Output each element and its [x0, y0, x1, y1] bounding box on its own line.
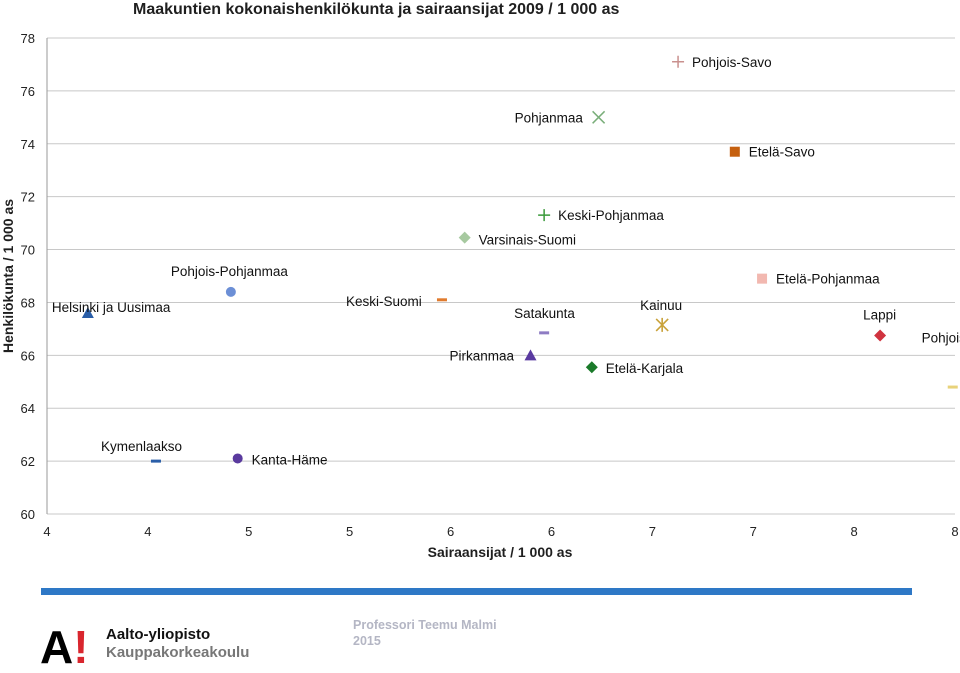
y-tick-label: 68: [21, 295, 35, 310]
point-label: Pohjois-Savo: [692, 55, 772, 70]
point-label: Helsinki ja Uusimaa: [52, 300, 171, 315]
logo-university-name: Aalto-yliopisto: [106, 626, 211, 643]
point-label: Kymenlaakso: [101, 439, 182, 454]
x-tick-label: 6: [548, 524, 555, 539]
data-point: Pohjois-Karjala: [922, 331, 960, 346]
x-tick-label: 4: [43, 524, 50, 539]
data-point: Pohjois-Pohjanmaa: [171, 264, 289, 297]
point-label: Keski-Pohjanmaa: [558, 208, 664, 223]
x-tick-label: 4: [144, 524, 151, 539]
point-label: Kanta-Häme: [252, 452, 328, 467]
point-marker-plus: [538, 209, 551, 222]
footer-credit: Professori Teemu Malmi 2015: [353, 617, 497, 649]
data-point: Kainuu: [640, 298, 682, 332]
point-label: Etelä-Karjala: [606, 361, 684, 376]
y-tick-label: 72: [21, 190, 35, 205]
data-point: Kanta-Häme: [232, 452, 328, 467]
data-point: Etelä-Savo: [729, 145, 815, 160]
accent-bar: [41, 588, 912, 595]
point-marker-asterisk: [655, 317, 669, 332]
point-marker-diamond: [585, 361, 598, 374]
x-axis-title: Sairaansijat / 1 000 as: [428, 544, 573, 560]
point-marker-dash: [539, 331, 550, 335]
scatter-chart: Maakuntien kokonaishenkilökunta ja saira…: [0, 1, 960, 560]
point-marker-dash: [436, 298, 447, 302]
data-point: Helsinki ja Uusimaa: [52, 300, 171, 319]
x-tick-labels: 4 4 5 5 6 6 7 7 8 8: [43, 524, 958, 539]
point-label: Etelä-Savo: [749, 145, 815, 160]
data-point: Pohjois-Savo: [672, 55, 772, 70]
logo-school-name: Kauppakorkeakoulu: [106, 644, 250, 661]
point-marker-x: [592, 110, 606, 124]
point-marker-diamond: [458, 231, 471, 244]
data-point: Lappi: [863, 308, 896, 342]
grid-lines: [46, 37, 955, 515]
point-label: Lappi: [863, 308, 896, 323]
point-label: Pohjois-Pohjanmaa: [171, 264, 289, 279]
y-axis-title: Henkilökunta / 1 000 as: [0, 199, 16, 353]
point-label: Keski-Suomi: [346, 294, 422, 309]
x-tick-label: 8: [951, 524, 958, 539]
point-marker-dash: [150, 459, 161, 463]
data-point: Pirkanmaa: [450, 348, 537, 363]
data-point: Kymenlaakso: [101, 439, 182, 463]
point-marker-square: [757, 273, 768, 284]
point-label: Pirkanmaa: [450, 348, 515, 363]
point-label: Kainuu: [640, 298, 682, 313]
point-marker-circle: [232, 453, 243, 464]
data-point: Pohjanmaa: [515, 110, 606, 125]
x-tick-label: 8: [850, 524, 857, 539]
point-marker-triangle: [524, 349, 537, 361]
y-tick-labels: 60 62 64 66 68 70 72 74 76 78: [21, 31, 35, 522]
data-point: Etelä-Karjala: [585, 361, 684, 376]
chart-title: Maakuntien kokonaishenkilökunta ja saira…: [133, 1, 620, 18]
point-marker-square: [729, 146, 740, 157]
point-label: Pohjois-Karjala: [922, 331, 960, 346]
point-marker-diamond: [874, 329, 887, 342]
point-marker-dash: [947, 385, 958, 389]
point-label: Satakunta: [514, 306, 575, 321]
data-point: Varsinais-Suomi: [458, 231, 576, 248]
logo-letter: A: [40, 621, 74, 673]
aalto-logo: A! Aalto-yliopisto Kauppakorkeakoulu: [40, 622, 270, 670]
x-tick-label: 6: [447, 524, 454, 539]
y-tick-label: 66: [21, 348, 35, 363]
point-label: Etelä-Pohjanmaa: [776, 272, 880, 287]
data-points: Helsinki ja Uusimaa Pohjois-Pohjanmaa Kesk…: [52, 55, 960, 468]
y-tick-label: 78: [21, 31, 35, 46]
x-tick-label: 7: [750, 524, 757, 539]
x-tick-label: 5: [245, 524, 252, 539]
data-point: Keski-Suomi: [346, 294, 447, 309]
data-point: Päijät-Häme: [947, 385, 958, 389]
x-tick-label: 5: [346, 524, 353, 539]
footer-year: 2015: [353, 634, 381, 648]
y-tick-label: 74: [21, 137, 35, 152]
y-tick-label: 62: [21, 454, 35, 469]
x-tick-label: 7: [649, 524, 656, 539]
logo-mark: A!: [40, 624, 89, 670]
y-tick-label: 60: [21, 507, 35, 522]
y-tick-label: 70: [21, 243, 35, 258]
y-tick-label: 76: [21, 84, 35, 99]
point-label: Varsinais-Suomi: [479, 233, 576, 248]
footer-author: Professori Teemu Malmi: [353, 618, 497, 632]
point-label: Pohjanmaa: [515, 110, 584, 125]
point-marker-triangle: [81, 307, 94, 319]
data-point: Etelä-Pohjanmaa: [757, 272, 880, 287]
point-marker-plus: [672, 55, 685, 68]
y-tick-label: 64: [21, 401, 35, 416]
data-point: Keski-Pohjanmaa: [538, 208, 664, 223]
logo-exclamation: !: [73, 621, 89, 673]
point-marker-circle: [225, 286, 236, 297]
data-point: Satakunta: [514, 306, 575, 335]
